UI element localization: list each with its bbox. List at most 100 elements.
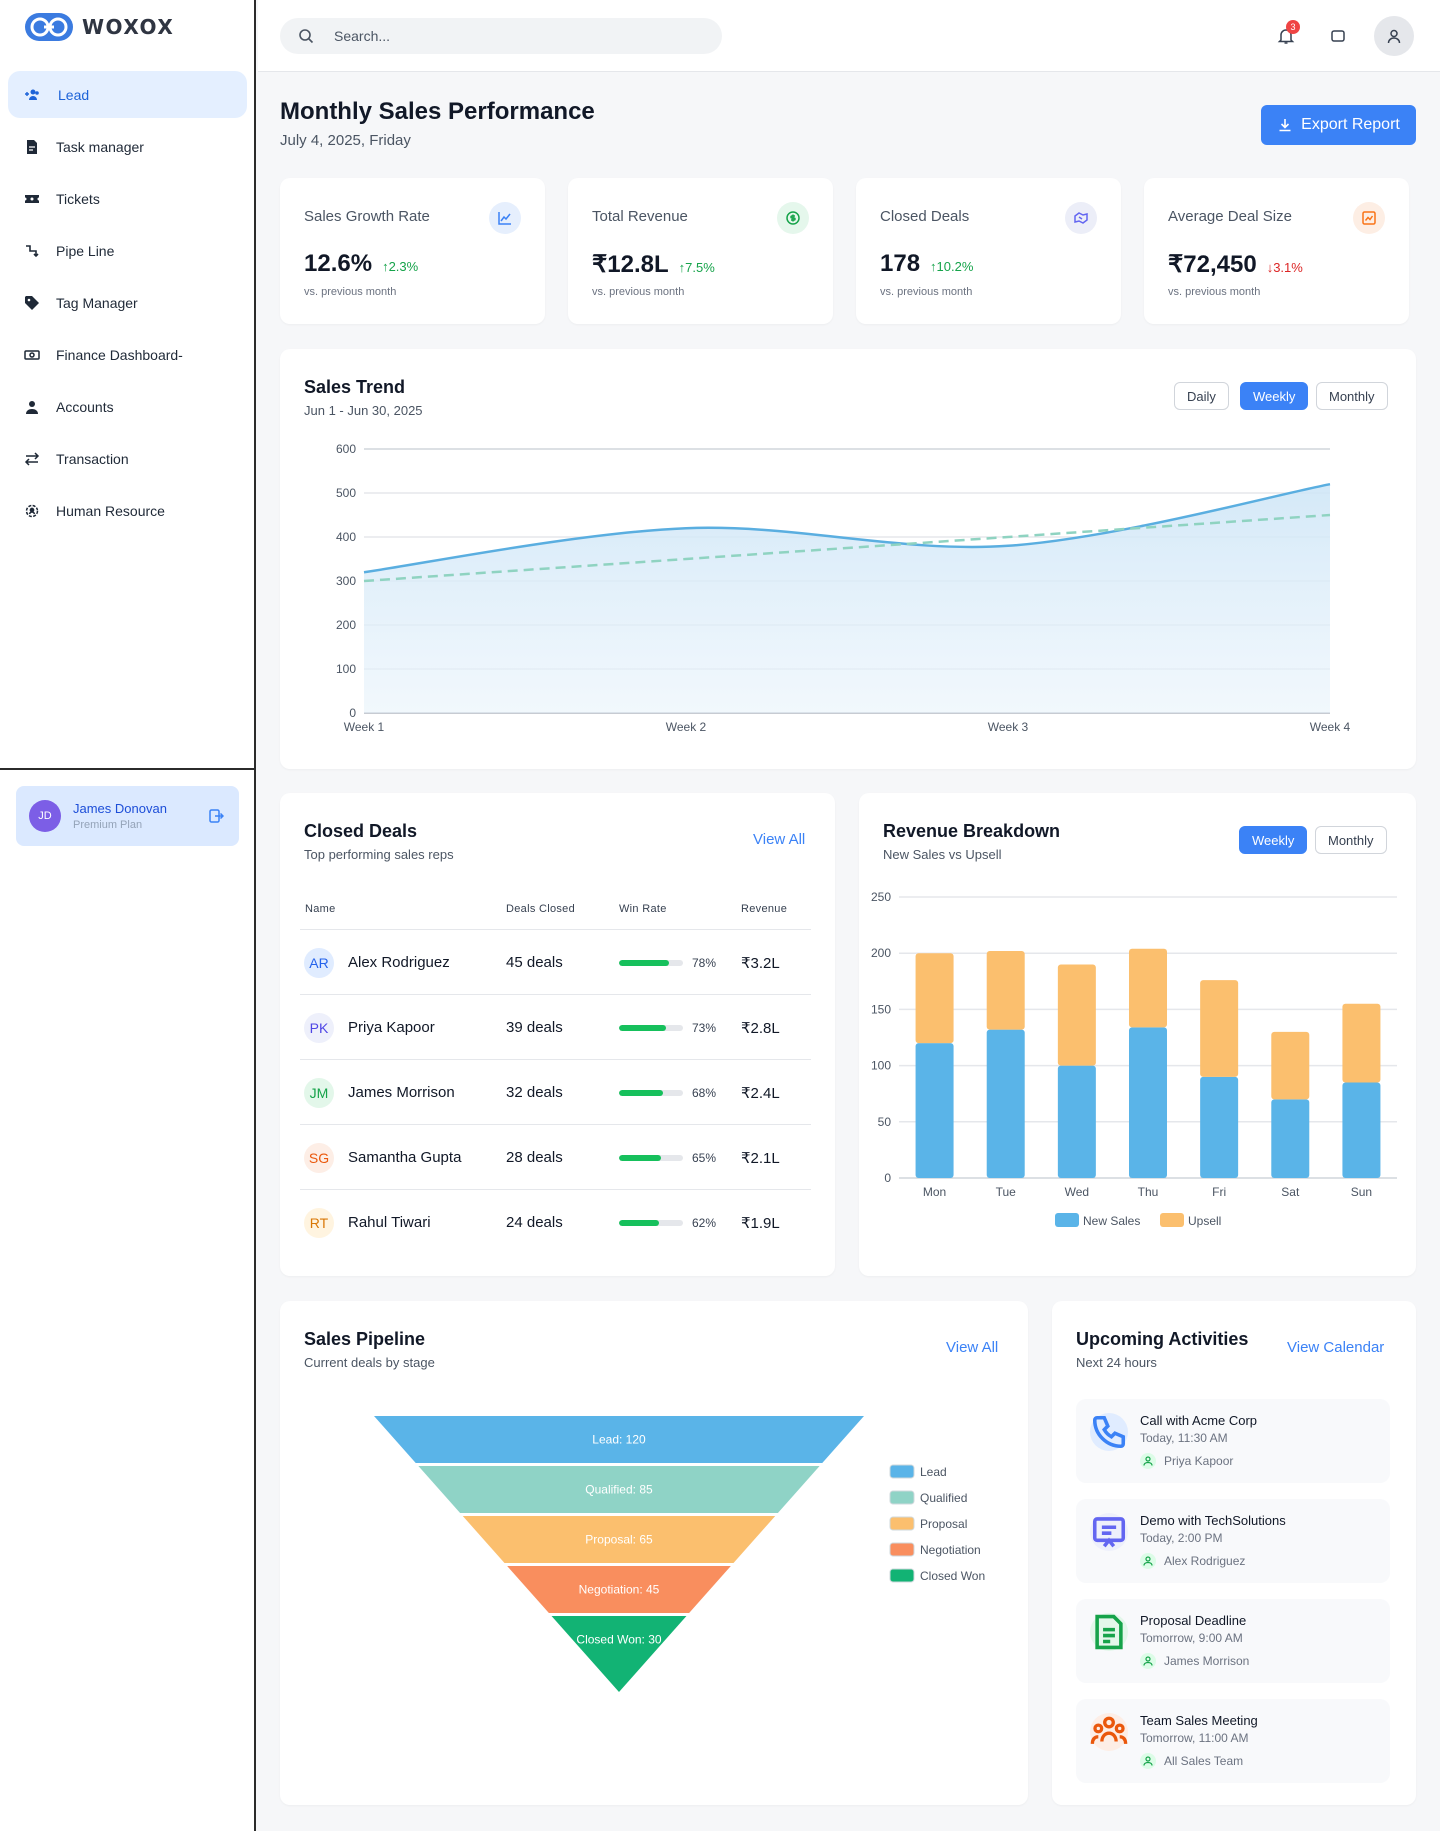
revenue-toggle-weekly[interactable]: Weekly xyxy=(1239,826,1308,854)
toggle-weekly[interactable]: Weekly xyxy=(1240,382,1309,410)
activity-item[interactable]: Call with Acme Corp Today, 11:30 AM Priya … xyxy=(1076,1399,1390,1483)
sidebar-item-label: Task manager xyxy=(56,138,144,155)
sidebar-item-tickets[interactable]: Tickets xyxy=(8,175,247,222)
messages-button[interactable] xyxy=(1320,18,1356,54)
activity-item[interactable]: Team Sales Meeting Tomorrow, 11:00 AM All … xyxy=(1076,1699,1390,1783)
legend-swatch xyxy=(889,1568,915,1583)
sidebar-item-finance-dashboard[interactable]: Finance Dashboard- xyxy=(8,331,247,378)
export-report-button[interactable]: Export Report xyxy=(1261,105,1416,145)
notifications-button[interactable]: 3 xyxy=(1268,18,1304,54)
activity-title: Proposal Deadline xyxy=(1140,1613,1247,1628)
win-rate-fill xyxy=(619,1090,663,1096)
sidebar-item-label: Lead xyxy=(58,86,90,103)
funnel-stage-label: Proposal: 65 xyxy=(585,1533,653,1547)
kpi-label: Closed Deals xyxy=(880,208,970,225)
series-line xyxy=(363,482,1331,574)
money-icon xyxy=(22,345,42,365)
toggle-daily[interactable]: Daily xyxy=(1174,382,1229,410)
rep-name: James Morrison xyxy=(348,1084,455,1101)
rep-name: Alex Rodriguez xyxy=(348,954,450,971)
arrow-up-icon: ↑ xyxy=(382,259,389,274)
sales-trend-range: Jun 1 - Jun 30, 2025 xyxy=(304,403,423,418)
y-tick-label: 100 xyxy=(871,1059,891,1073)
toggle-monthly[interactable]: Monthly xyxy=(1316,382,1388,410)
download-icon xyxy=(1279,119,1291,132)
kpi-comparison: vs. previous month xyxy=(592,286,685,298)
pipeline-view-all[interactable]: View All xyxy=(946,1339,999,1356)
bar-upsell xyxy=(1342,1003,1381,1083)
table-row[interactable]: PK Priya Kapoor 39 deals 73% ₹2.8L xyxy=(300,994,811,1059)
logout-icon[interactable] xyxy=(206,806,226,826)
funnel-stage-label: Lead: 120 xyxy=(592,1433,646,1447)
brand-name: WOXOX xyxy=(82,15,175,39)
y-tick-label: 600 xyxy=(336,442,356,456)
activity-item[interactable]: Demo with TechSolutions Today, 2:00 PM Ale… xyxy=(1076,1499,1390,1583)
arrow-up-icon: ↑ xyxy=(678,260,686,275)
sales-trend-title: Sales Trend xyxy=(304,377,406,397)
sidebar-item-human-resource[interactable]: Human Resource xyxy=(8,487,247,534)
sidebar-divider xyxy=(0,768,256,770)
sidebar-item-label: Tag Manager xyxy=(56,294,138,311)
sidebar-item-label: Pipe Line xyxy=(56,242,115,259)
revenue-breakdown-chart: 0 50 100 150 200 250 Mon Tue Wed Thu Fri Sat Sun New … xyxy=(871,890,1397,1228)
deals-closed: 32 deals xyxy=(506,1084,563,1101)
x-tick-label: Week 1 xyxy=(344,720,385,734)
revenue-breakdown-subtitle: New Sales vs Upsell xyxy=(883,847,1002,862)
win-rate-value: 65% xyxy=(692,1151,717,1165)
sidebar-item-tag-manager[interactable]: Tag Manager xyxy=(8,279,247,326)
sidebar-item-lead[interactable]: Lead xyxy=(8,71,247,118)
sales-pipeline-funnel: Lead: 120 Qualified: 85 Proposal: 65 Negoti… xyxy=(374,1416,985,1692)
infinity-logo-icon xyxy=(25,13,73,41)
presentation-icon xyxy=(1090,1513,1128,1551)
person-icon xyxy=(1140,1753,1156,1769)
assignee-name: Priya Kapoor xyxy=(1164,1454,1234,1468)
kpi-change: ↑2.3% xyxy=(382,259,418,274)
bar-new-sales xyxy=(1057,1065,1096,1178)
revenue-breakdown-title: Revenue Breakdown xyxy=(883,821,1061,841)
brand-logo[interactable]: WOXOX xyxy=(24,12,174,42)
revenue-value: ₹1.9L xyxy=(741,1215,780,1232)
win-rate-fill xyxy=(619,960,669,966)
bar-upsell xyxy=(1271,1031,1310,1100)
table-row[interactable]: JM James Morrison 32 deals 68% ₹2.4L xyxy=(300,1059,811,1124)
gear-people-icon xyxy=(22,501,42,521)
revenue-toggle-monthly[interactable]: Monthly xyxy=(1315,826,1387,854)
search-bar[interactable] xyxy=(280,18,722,54)
table-row[interactable]: SG Samantha Gupta 28 deals 65% ₹2.1L xyxy=(300,1124,811,1189)
kpi-value: ₹72,450 ↓3.1% xyxy=(1168,250,1303,279)
x-tick-label: Thu xyxy=(1138,1185,1159,1199)
kpi-change: ↑10.2% xyxy=(930,259,973,274)
legend-label: Qualified xyxy=(920,1491,967,1505)
deals-closed: 28 deals xyxy=(506,1149,563,1166)
profile-button[interactable] xyxy=(1374,16,1414,56)
bar-new-sales xyxy=(1200,1076,1239,1178)
x-tick-label: Mon xyxy=(923,1185,946,1199)
win-rate-bar xyxy=(619,1090,683,1096)
search-input[interactable] xyxy=(334,28,694,44)
kpi-comparison: vs. previous month xyxy=(880,286,973,298)
sidebar-item-label: Accounts xyxy=(56,398,114,415)
x-tick-label: Sun xyxy=(1351,1185,1372,1199)
avatar: RT xyxy=(304,1208,334,1238)
activity-assignee: Alex Rodriguez xyxy=(1140,1553,1245,1569)
activity-item[interactable]: Proposal Deadline Tomorrow, 9:00 AM James … xyxy=(1076,1599,1390,1683)
user-card[interactable]: JD James Donovan Premium Plan xyxy=(16,786,239,846)
y-tick-label: 0 xyxy=(349,706,356,720)
table-row[interactable]: RT Rahul Tiwari 24 deals 62% ₹1.9L xyxy=(300,1189,811,1254)
table-row[interactable]: AR Alex Rodriguez 45 deals 78% ₹3.2L xyxy=(300,929,811,994)
arrow-up-icon: ↑ xyxy=(930,259,937,274)
avatar: AR xyxy=(304,948,334,978)
view-calendar-link[interactable]: View Calendar xyxy=(1287,1339,1385,1356)
sidebar-item-accounts[interactable]: Accounts xyxy=(8,383,247,430)
column-header-deals: Deals Closed xyxy=(506,903,576,915)
bar-upsell xyxy=(915,953,954,1044)
win-rate-fill xyxy=(619,1025,666,1031)
sidebar-item-pipe-line[interactable]: Pipe Line xyxy=(8,227,247,274)
kpi-change: ↑7.5% xyxy=(679,260,715,275)
sidebar-item-transaction[interactable]: Transaction xyxy=(8,435,247,482)
swap-icon xyxy=(22,449,42,469)
file-icon xyxy=(1090,1613,1128,1651)
sidebar-item-task-manager[interactable]: Task manager xyxy=(8,123,247,170)
closed-deals-view-all[interactable]: View All xyxy=(753,831,806,848)
series-area xyxy=(364,484,1330,713)
